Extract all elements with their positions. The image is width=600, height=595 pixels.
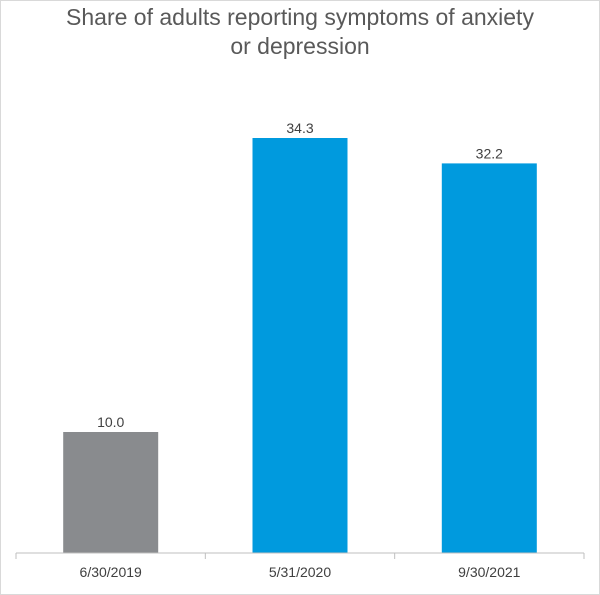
x-tick-label: 6/30/2019	[80, 564, 142, 580]
bar-5-31-2020	[252, 138, 348, 553]
bar-6-30-2019	[63, 432, 159, 553]
chart-title-line-1: Share of adults reporting symptoms of an…	[66, 4, 534, 30]
chart-title: Share of adults reporting symptoms of an…	[1, 3, 599, 61]
bar-9-30-2021	[441, 163, 537, 553]
x-tick-label: 5/31/2020	[269, 564, 331, 580]
x-tick-label: 9/30/2021	[458, 564, 520, 580]
bar-value-label: 10.0	[97, 414, 124, 430]
bar-value-label: 34.3	[286, 120, 313, 136]
chart-title-line-2: or depression	[230, 33, 370, 59]
bar-value-label: 32.2	[476, 145, 503, 161]
